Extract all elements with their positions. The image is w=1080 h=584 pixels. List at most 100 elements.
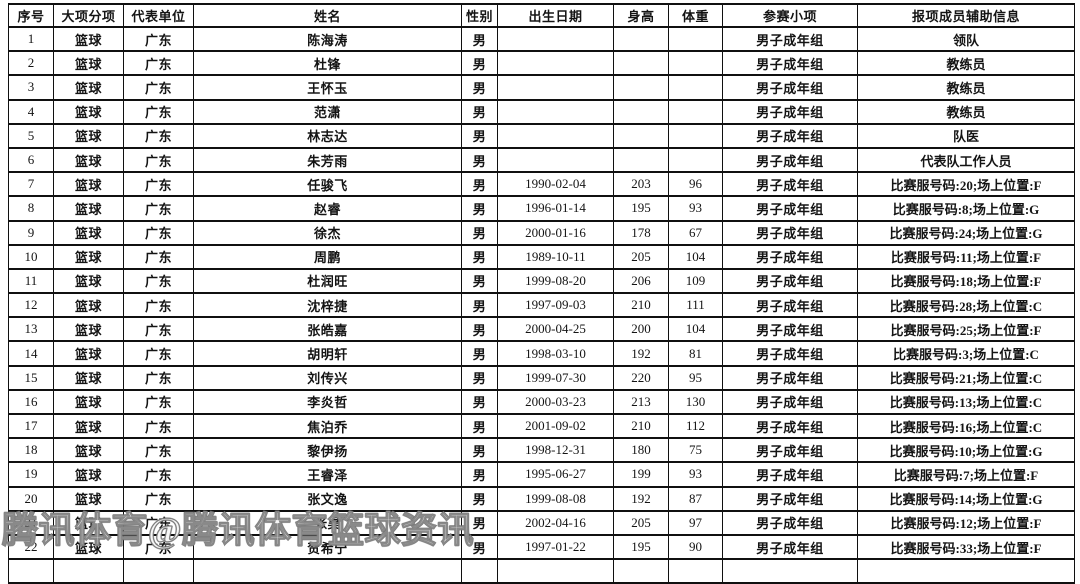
cell-event: 男子成年组 — [722, 25, 858, 53]
cell-birthdate — [497, 122, 614, 149]
cell-birthdate: 1990-02-04 — [497, 171, 614, 198]
roster-table: 序号 大项分项 代表单位 姓名 性别 出生日期 身高 体重 参赛小项 报项成员辅助信息 1 篮球 广东… — [8, 3, 1075, 584]
cell-sport: 篮球 — [53, 219, 124, 246]
cell-gender: 男 — [461, 316, 498, 343]
table-row: 20 篮球 广东 张文逸男 1999-08-08 192 87 男子成年组 比赛服号码:14;场… — [8, 485, 1075, 512]
cell-gender: 男 — [461, 292, 498, 319]
cell-height — [613, 122, 669, 149]
cell-height: 195 — [613, 533, 669, 561]
cell-weight: 95 — [668, 364, 723, 391]
cell-aux-info: 教练员 — [857, 50, 1075, 77]
cell-unit: 广东 — [123, 122, 194, 149]
cell-unit: 广东 — [123, 340, 194, 367]
cell-index: 8 — [8, 195, 54, 222]
cell-name: 徐杰 — [193, 219, 462, 246]
cell-birthdate — [497, 74, 614, 101]
cell-height: 192 — [613, 485, 669, 512]
cell-aux-info: 比赛服号码:7;场上位置:F — [857, 461, 1075, 488]
cell-aux-info: 比赛服号码:11;场上位置:F — [857, 243, 1075, 270]
cell-event: 男子成年组 — [722, 219, 858, 246]
column-header-gender: 性别 — [461, 3, 498, 28]
cell-birthdate: 1996-01-14 — [497, 195, 614, 222]
cell-gender: 男 — [461, 25, 498, 53]
cell-unit: 广东 — [123, 292, 194, 319]
column-header-sport: 大项分项 — [53, 3, 124, 28]
column-header-name: 姓名 — [193, 3, 462, 28]
cell-birthdate: 1999-08-20 — [497, 267, 614, 295]
cell-event: 男子成年组 — [722, 243, 858, 270]
cell-name: 王睿泽 — [193, 461, 462, 488]
cell-sport: 篮球 — [53, 509, 124, 536]
cell-birthdate: 1998-03-10 — [497, 340, 614, 367]
cell-height: 195 — [613, 195, 669, 222]
cell-weight — [668, 25, 723, 53]
cell-sport: 篮球 — [53, 292, 124, 319]
cell-aux-info: 比赛服号码:20;场上位置:F — [857, 171, 1075, 198]
cell-event: 男子成年组 — [722, 74, 858, 101]
cell-gender: 男 — [461, 412, 498, 440]
cell-empty — [53, 558, 124, 584]
cell-birthdate: 1997-01-22 — [497, 533, 614, 561]
cell-name: 林志达 — [193, 122, 462, 149]
cell-name: 朱芳雨 — [193, 146, 462, 174]
cell-aux-info: 比赛服号码:21;场上位置:C — [857, 364, 1075, 391]
cell-birthdate — [497, 25, 614, 53]
cell-unit: 广东 — [123, 485, 194, 512]
cell-index: 20 — [8, 485, 54, 512]
cell-empty — [193, 558, 462, 584]
cell-index: 16 — [8, 388, 54, 416]
cell-weight — [668, 50, 723, 77]
cell-index: 13 — [8, 316, 54, 343]
cell-birthdate: 1999-08-08 — [497, 485, 614, 512]
cell-name: 沈梓捷 — [193, 292, 462, 319]
cell-sport: 篮球 — [53, 533, 124, 561]
cell-index: 17 — [8, 412, 54, 440]
cell-weight: 67 — [668, 219, 723, 246]
cell-unit: 广东 — [123, 509, 194, 536]
cell-event: 男子成年组 — [722, 412, 858, 440]
cell-event: 男子成年组 — [722, 533, 858, 561]
table-row: 3 篮球 广东 王怀玉男 男子成年组 教练员 — [8, 74, 1075, 101]
cell-index: 14 — [8, 340, 54, 367]
cell-aux-info: 比赛服号码:3;场上位置:C — [857, 340, 1075, 367]
roster-table-header: 序号 大项分项 代表单位 姓名 性别 出生日期 身高 体重 参赛小项 报项成员辅助信息 — [8, 3, 1075, 28]
cell-weight — [668, 74, 723, 101]
cell-name: 胡明轩 — [193, 340, 462, 367]
cell-sport: 篮球 — [53, 364, 124, 391]
cell-index: 15 — [8, 364, 54, 391]
cell-sport: 篮球 — [53, 485, 124, 512]
cell-name: 焦泊乔 — [193, 412, 462, 440]
table-row: 9 篮球 广东 徐杰男 2000-01-16 178 67 男子成年组 比赛服号码:24;场上位… — [8, 219, 1075, 246]
cell-height: 206 — [613, 267, 669, 295]
table-row: 12 篮球 广东 沈梓捷男 1997-09-03 210 111 男子成年组 比赛服号码:28;… — [8, 292, 1075, 319]
cell-weight: 104 — [668, 316, 723, 343]
cell-weight — [668, 122, 723, 149]
cell-event: 男子成年组 — [722, 292, 858, 319]
cell-height — [613, 146, 669, 174]
cell-index: 4 — [8, 98, 54, 125]
cell-empty — [668, 558, 723, 584]
cell-weight: 75 — [668, 437, 723, 464]
cell-unit: 广东 — [123, 267, 194, 295]
cell-sport: 篮球 — [53, 171, 124, 198]
cell-birthdate: 1998-12-31 — [497, 437, 614, 464]
cell-index: 21 — [8, 509, 54, 536]
cell-index: 12 — [8, 292, 54, 319]
cell-gender: 男 — [461, 461, 498, 488]
cell-gender: 男 — [461, 340, 498, 367]
cell-unit: 广东 — [123, 388, 194, 416]
cell-height: 205 — [613, 243, 669, 270]
cell-gender: 男 — [461, 364, 498, 391]
cell-aux-info: 队医 — [857, 122, 1075, 149]
cell-gender: 男 — [461, 388, 498, 416]
table-row: 4 篮球 广东 范潇男 男子成年组 教练员 — [8, 98, 1075, 125]
cell-height: 200 — [613, 316, 669, 343]
cell-sport: 篮球 — [53, 388, 124, 416]
cell-index: 7 — [8, 171, 54, 198]
cell-gender: 男 — [461, 267, 498, 295]
cell-name: 任骏飞 — [193, 171, 462, 198]
column-header-birthdate: 出生日期 — [497, 3, 614, 28]
cell-birthdate: 2000-03-23 — [497, 388, 614, 416]
cell-unit: 广东 — [123, 316, 194, 343]
cell-index: 5 — [8, 122, 54, 149]
